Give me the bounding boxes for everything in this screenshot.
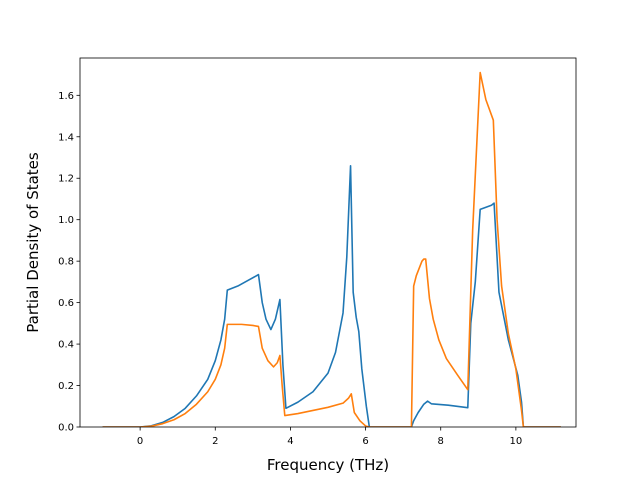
x-axis-ticks: 0 2 4 6 8 10 [137, 427, 522, 447]
series-line-2 [102, 71, 561, 427]
y-axis-ticks: 0.0 0.2 0.4 0.6 0.8 1.0 1.2 1.4 1.6 [58, 91, 80, 434]
x-axis-label: Frequency (THz) [267, 456, 389, 474]
x-tick-label: 0 [137, 436, 143, 447]
x-tick-label: 10 [510, 436, 523, 447]
y-tick-label: 0.2 [58, 381, 74, 392]
y-tick-label: 0.8 [58, 257, 74, 268]
x-tick-label: 2 [212, 436, 218, 447]
y-tick-label: 1.2 [58, 174, 74, 185]
y-tick-label: 1.4 [58, 132, 74, 143]
y-tick-label: 0.0 [58, 423, 74, 434]
y-tick-label: 1.6 [58, 91, 74, 102]
y-tick-label: 1.0 [58, 215, 74, 226]
axes-frame [79, 57, 577, 428]
x-tick-label: 6 [362, 436, 368, 447]
y-tick-label: 0.4 [58, 340, 74, 351]
series-line-1 [102, 165, 561, 427]
y-tick-label: 0.6 [58, 298, 74, 309]
series-lines [102, 71, 561, 427]
x-tick-label: 8 [438, 436, 444, 447]
y-axis-label: Partial Density of States [24, 152, 42, 333]
x-tick-label: 4 [287, 436, 293, 447]
